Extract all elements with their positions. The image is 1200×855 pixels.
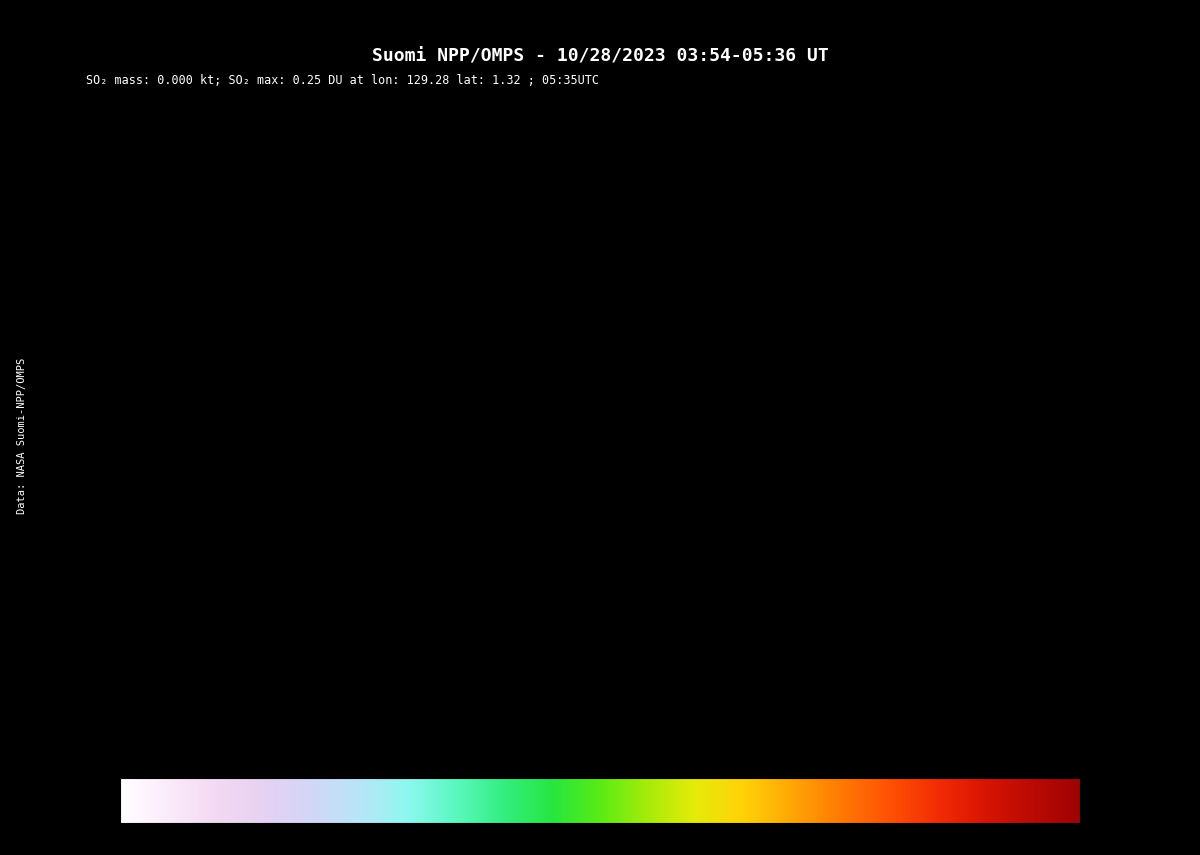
X-axis label: PCA SO₂ column TRM [DU]: PCA SO₂ column TRM [DU] xyxy=(499,852,701,855)
Text: Data: NASA Suomi-NPP/OMPS: Data: NASA Suomi-NPP/OMPS xyxy=(17,358,26,514)
Text: Suomi NPP/OMPS - 10/28/2023 03:54-05:36 UT: Suomi NPP/OMPS - 10/28/2023 03:54-05:36 … xyxy=(372,48,828,66)
Text: SO₂ mass: 0.000 kt; SO₂ max: 0.25 DU at lon: 129.28 lat: 1.32 ; 05:35UTC: SO₂ mass: 0.000 kt; SO₂ max: 0.25 DU at … xyxy=(86,74,600,87)
